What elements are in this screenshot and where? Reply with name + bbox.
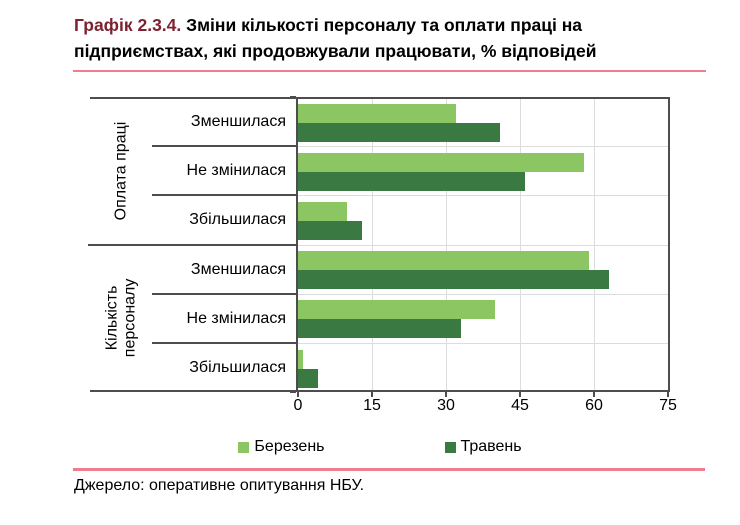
legend: Березень Травень bbox=[90, 438, 670, 456]
value-axis: 0 15 30 45 60 75 bbox=[90, 97, 677, 414]
bar-may bbox=[298, 368, 318, 388]
category-divider bbox=[152, 341, 296, 344]
x-tick-label: 60 bbox=[585, 397, 603, 414]
x-tick-label: 75 bbox=[659, 397, 677, 414]
gridline-horizontal bbox=[298, 293, 668, 295]
x-axis-line bbox=[90, 390, 670, 392]
chart-number: Графік 2.3.4. bbox=[74, 15, 182, 35]
category-divider bbox=[152, 194, 296, 197]
x-tick-label: 0 bbox=[293, 397, 303, 414]
bar-march bbox=[298, 202, 348, 222]
category-label: Збільшилася bbox=[189, 358, 286, 376]
legend-label: Травень bbox=[460, 438, 522, 455]
bar-may bbox=[298, 221, 363, 241]
bar-may bbox=[298, 171, 525, 191]
value-tick bbox=[593, 392, 595, 397]
legend-swatch bbox=[444, 441, 456, 453]
legend-item: Травень bbox=[444, 438, 522, 456]
bar-march bbox=[298, 349, 303, 369]
category-label: Зменшилася bbox=[190, 113, 286, 130]
category-tick bbox=[290, 292, 296, 295]
value-tick bbox=[667, 392, 669, 397]
bar-chart: Оплата праці Зменшилася Не змінилася Збільш… bbox=[88, 96, 677, 414]
bar-march bbox=[298, 103, 456, 123]
gridline-horizontal bbox=[298, 342, 668, 344]
legend-item: Березень bbox=[238, 438, 325, 456]
gridline-horizontal bbox=[298, 146, 668, 148]
chart-title-text: Зміни кількості персоналу та оплати прац… bbox=[74, 15, 597, 61]
value-tick bbox=[297, 392, 299, 397]
bar-may bbox=[298, 270, 609, 290]
chart-title: Графік 2.3.4. Зміни кількості персоналу … bbox=[74, 12, 706, 64]
group-divider bbox=[88, 243, 298, 246]
plot-area bbox=[296, 97, 670, 392]
value-tick bbox=[445, 392, 447, 397]
x-tick-label: 15 bbox=[363, 397, 381, 414]
category-label: Не змінилася bbox=[186, 309, 286, 327]
category-label: Зменшилася bbox=[190, 260, 286, 278]
bar-may bbox=[298, 122, 501, 142]
category-tick bbox=[290, 391, 296, 393]
category-divider bbox=[152, 292, 296, 295]
bar-march bbox=[298, 251, 590, 271]
value-tick bbox=[519, 392, 521, 397]
source-divider bbox=[73, 468, 705, 471]
title-underline bbox=[73, 70, 706, 72]
x-tick-label: 30 bbox=[437, 397, 455, 414]
gridline-horizontal bbox=[298, 195, 668, 197]
bar-march bbox=[298, 152, 585, 172]
category-label: Збільшилася bbox=[189, 211, 286, 229]
bar-may bbox=[298, 319, 461, 339]
category-tick bbox=[290, 243, 296, 246]
category-tick bbox=[290, 341, 296, 344]
source-note: Джерело: оперативне опитування НБУ. bbox=[74, 477, 365, 494]
gridline-horizontal bbox=[298, 244, 668, 246]
value-tick bbox=[371, 392, 373, 397]
bar-march bbox=[298, 300, 496, 320]
category-label: Не змінилася bbox=[186, 162, 286, 180]
legend-swatch bbox=[238, 441, 250, 453]
x-tick-label: 45 bbox=[511, 397, 529, 414]
legend-label: Березень bbox=[254, 438, 325, 455]
category-axis: Оплата праці Зменшилася Не змінилася Збільш… bbox=[88, 96, 298, 393]
category-tick bbox=[290, 145, 296, 148]
category-tick bbox=[290, 194, 296, 197]
category-divider bbox=[152, 145, 296, 148]
chart-top-border bbox=[90, 97, 670, 99]
